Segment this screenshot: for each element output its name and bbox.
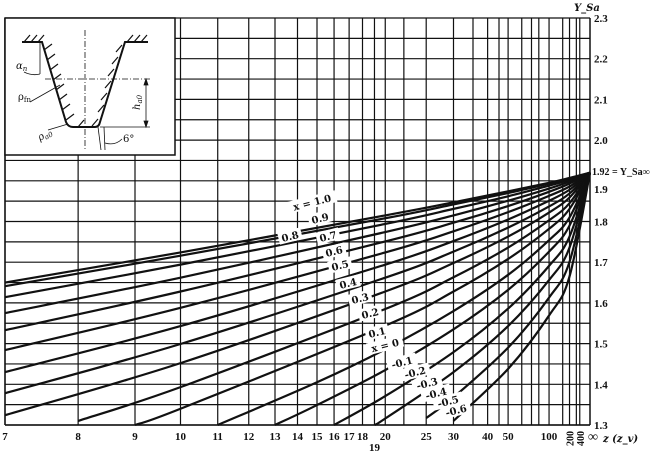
curve-labels: x = 1.00.90.8 0.70.60.50.40.30.20.1x = 0-…	[277, 190, 473, 420]
x-tick-label: 50	[503, 431, 515, 443]
x-tick-label: 20	[380, 431, 392, 443]
curve-label-bg	[385, 352, 419, 372]
curve-label-bg	[277, 227, 303, 245]
x-tick-label: 12	[243, 431, 255, 443]
y-tick-label: 1.6	[594, 298, 608, 310]
curve-label-bg	[321, 242, 347, 260]
rho-fn-label: ρfn	[18, 92, 31, 104]
hatching	[23, 34, 148, 128]
alpha-n-label: αn	[16, 61, 28, 73]
curve-label: 0.6	[325, 245, 345, 260]
curve-label-bg	[315, 227, 341, 245]
y-tick-label: 1.7	[594, 257, 608, 269]
x-tick-label: 19	[369, 442, 381, 453]
curve-label: 0.2	[361, 307, 381, 322]
curve--0.2	[274, 172, 592, 426]
x-tick-label: 16	[329, 431, 341, 443]
x-tick-label: 13	[270, 431, 282, 443]
y-tick-label: 2.2	[594, 54, 608, 66]
x-tick-label: 200	[566, 431, 577, 446]
x-tick-label: 40	[482, 431, 494, 443]
y-tick-label: 1.4	[594, 379, 608, 391]
y-tick-label: 1.9	[594, 184, 608, 196]
curve-label-bg	[398, 362, 432, 382]
y-tick-label: 1.3	[594, 420, 608, 432]
curve-0.3	[4, 171, 591, 395]
tooth-profile-outline	[22, 41, 148, 128]
y-tick-label: 2.0	[594, 135, 608, 147]
curve-label-bg	[419, 383, 453, 403]
curve-0.7	[4, 171, 591, 315]
angle-label: 6°	[123, 134, 134, 145]
curve-0.8	[4, 171, 591, 299]
curve-0.6	[4, 171, 591, 332]
x-tick-label: 10	[175, 431, 187, 443]
h-a0-label: ha0	[132, 94, 144, 110]
rho-a0-label: ρa0	[35, 127, 55, 145]
x-tick-label: 30	[448, 431, 460, 443]
x-tick-label: 14	[292, 431, 304, 443]
curve-label: -0.2	[404, 366, 428, 382]
curve--0.1	[217, 172, 592, 427]
curve-label: 0.3	[351, 292, 371, 307]
curve-label: -0.6	[445, 404, 469, 420]
curve-label: 0.9	[311, 212, 331, 227]
curve-label: 0.5	[331, 259, 351, 274]
curve-0.9	[4, 171, 591, 288]
x-tick-label: 8	[75, 431, 81, 443]
curve-label: -0.1	[391, 356, 415, 372]
curve-0.1	[77, 172, 591, 422]
curve-label-bg	[347, 289, 373, 307]
curve-label-bg	[327, 256, 353, 274]
x-tick-label: 100	[541, 431, 558, 443]
curve-0.4	[4, 171, 591, 374]
curve-label-bg	[307, 209, 333, 227]
x-tick-label: 17	[344, 431, 356, 443]
curve--0.6	[452, 172, 592, 422]
x-tick-label: 9	[132, 431, 138, 443]
y-tick-label: 2.1	[594, 94, 608, 106]
x-tick-label: 7	[2, 431, 8, 443]
curve-label-bg	[365, 334, 405, 356]
curve-0.2	[4, 171, 591, 417]
y-tick-label: 2.3	[594, 13, 608, 25]
curve-label-bg	[410, 373, 444, 393]
y-tick-label: 1.8	[594, 217, 608, 229]
inset-frame	[4, 17, 176, 156]
curve-label-bg	[439, 400, 473, 420]
curve--0.4	[373, 172, 592, 426]
x-tick-label: 15	[312, 431, 324, 443]
curve-label: 0.1	[368, 326, 388, 341]
curve-label: 0.4	[339, 277, 359, 292]
curve-label-bg	[286, 190, 338, 214]
x-tick-label: 18	[357, 431, 369, 443]
curve--0.3	[333, 172, 592, 426]
limit-annotation: 1.92 = Y_Sa∞	[592, 167, 650, 178]
tooth-profile-inset: αn ρfn ρa0 ha0 6°	[4, 17, 176, 156]
curve-0	[134, 172, 591, 427]
curve-label: 0.7	[319, 230, 339, 245]
y-tick-label: 1.5	[594, 339, 608, 351]
curve-label-bg	[364, 323, 390, 341]
center-lines	[45, 30, 150, 150]
curve-0.5	[4, 171, 591, 352]
curve-label-bg	[357, 304, 383, 322]
curve-label-bg	[431, 391, 465, 411]
x-tick-label: ∞	[588, 430, 598, 445]
x-axis-title: z (z_v)	[602, 434, 638, 445]
dimension-lines	[23, 42, 150, 151]
x-tick-label: 400	[576, 431, 587, 446]
x-tick-label: 25	[421, 431, 433, 443]
curve-label-bg	[335, 274, 361, 292]
x-tick-label: 11	[213, 431, 223, 443]
curve-label: 0.8	[281, 230, 301, 245]
y-axis-title: Y_Sa	[574, 3, 600, 14]
